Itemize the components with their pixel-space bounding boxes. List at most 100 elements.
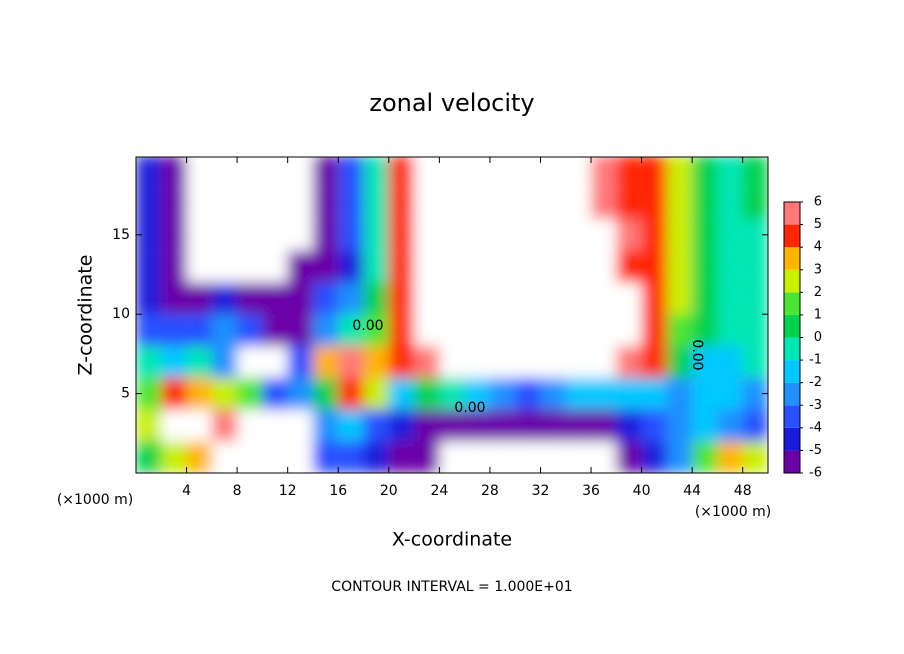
x-tick-label: 8 bbox=[233, 483, 242, 499]
heat-cell bbox=[262, 157, 288, 188]
heat-cell bbox=[287, 187, 313, 219]
heat-cell bbox=[616, 187, 642, 219]
heat-cell bbox=[237, 409, 263, 442]
x-tick-label: 28 bbox=[481, 483, 499, 499]
heat-cell bbox=[591, 314, 617, 346]
heat-cell bbox=[186, 187, 212, 219]
heat-cell bbox=[515, 314, 541, 346]
heat-cell bbox=[717, 157, 743, 188]
x-tick-label: 16 bbox=[329, 483, 347, 499]
heat-cell bbox=[565, 157, 592, 188]
heat-cell bbox=[388, 187, 415, 219]
heat-cell bbox=[464, 314, 490, 346]
heat-cell bbox=[363, 377, 389, 410]
chart-title: zonal velocity bbox=[369, 89, 534, 117]
heat-cell bbox=[540, 441, 566, 473]
heat-cell bbox=[388, 409, 415, 442]
heat-cell bbox=[439, 187, 465, 219]
heat-cell bbox=[312, 345, 339, 378]
heat-cell bbox=[540, 409, 566, 442]
plot-frame bbox=[135, 156, 769, 474]
heat-cell bbox=[489, 409, 516, 442]
heat-cell bbox=[565, 218, 592, 251]
heat-cell bbox=[186, 409, 212, 442]
heat-cell bbox=[515, 187, 541, 219]
heat-cell bbox=[591, 282, 617, 315]
heat-cell bbox=[237, 314, 263, 346]
heat-cell bbox=[388, 250, 415, 283]
heat-cell bbox=[565, 441, 592, 473]
colorbar-band bbox=[784, 360, 800, 383]
heat-cell bbox=[136, 441, 162, 473]
heat-cell bbox=[540, 157, 566, 188]
heat-cell bbox=[742, 409, 768, 442]
heat-cell bbox=[186, 250, 212, 283]
heat-cell bbox=[136, 187, 162, 219]
x-tick-label: 44 bbox=[683, 483, 701, 499]
heat-cell bbox=[717, 314, 743, 346]
heat-cell bbox=[742, 187, 768, 219]
heat-cell bbox=[692, 441, 718, 473]
heat-cell bbox=[414, 314, 440, 346]
heat-cell bbox=[237, 250, 263, 283]
heat-cell bbox=[287, 377, 313, 410]
heat-cell bbox=[591, 157, 617, 188]
heat-cell bbox=[515, 409, 541, 442]
heat-cell bbox=[540, 377, 566, 410]
heat-cell bbox=[287, 314, 313, 346]
heat-cell bbox=[211, 441, 238, 473]
heat-cell bbox=[464, 282, 490, 315]
heat-cell bbox=[287, 441, 313, 473]
heat-cell bbox=[161, 187, 187, 219]
heat-cell bbox=[388, 314, 415, 346]
heat-cell bbox=[616, 314, 642, 346]
heat-cell bbox=[136, 314, 162, 346]
heat-cell bbox=[186, 377, 212, 410]
heat-cell bbox=[338, 441, 364, 473]
heat-cell bbox=[641, 314, 667, 346]
heat-cell bbox=[616, 409, 642, 442]
colorbar-label: 4 bbox=[814, 240, 822, 255]
heat-cell bbox=[641, 187, 667, 219]
heat-cell bbox=[211, 345, 238, 378]
heat-cell bbox=[616, 250, 642, 283]
heat-cell bbox=[489, 314, 516, 346]
colorbar-band bbox=[784, 224, 800, 248]
colorbar-band bbox=[784, 405, 800, 428]
heat-cell bbox=[591, 187, 617, 219]
heat-cell bbox=[186, 157, 212, 188]
x-tick-label: 12 bbox=[279, 483, 297, 499]
heat-cell bbox=[464, 187, 490, 219]
heat-cell bbox=[312, 157, 339, 188]
axis-unit: (×1000 m) bbox=[57, 492, 133, 508]
heat-cell bbox=[717, 187, 743, 219]
axis-unit: (×1000 m) bbox=[695, 504, 771, 520]
heat-cell bbox=[439, 250, 465, 283]
colorbar-band bbox=[784, 269, 800, 293]
heat-cell bbox=[540, 250, 566, 283]
heat-cell bbox=[717, 218, 743, 251]
colorbar-band bbox=[784, 450, 800, 473]
heat-cell bbox=[287, 218, 313, 251]
y-tick-label: 15 bbox=[112, 227, 130, 243]
heat-cell bbox=[312, 250, 339, 283]
heat-cell bbox=[363, 187, 389, 219]
heat-cell bbox=[565, 377, 592, 410]
heat-cell bbox=[540, 282, 566, 315]
heat-cell bbox=[211, 409, 238, 442]
heat-cell bbox=[692, 345, 718, 378]
heat-cell bbox=[338, 377, 364, 410]
heat-cell bbox=[692, 250, 718, 283]
heat-cell bbox=[464, 218, 490, 251]
heat-cell bbox=[287, 157, 313, 188]
heat-cell bbox=[338, 157, 364, 188]
x-tick-label: 40 bbox=[633, 483, 651, 499]
heat-cell bbox=[515, 250, 541, 283]
heat-cell bbox=[312, 218, 339, 251]
heat-cell bbox=[591, 218, 617, 251]
heat-cell bbox=[742, 282, 768, 315]
heat-cell bbox=[211, 157, 238, 188]
heat-cell bbox=[565, 187, 592, 219]
